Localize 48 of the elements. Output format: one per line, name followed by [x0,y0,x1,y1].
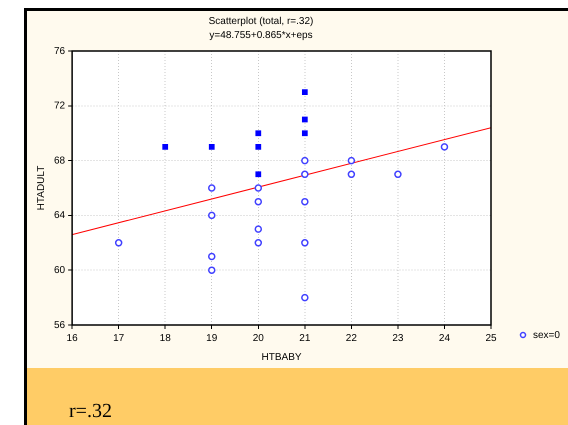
point [114,239,122,247]
y-axis-title: HTADULT [36,166,47,210]
x-tick-label: 25 [485,332,497,344]
y-tick-label: 76 [54,46,66,57]
x-tick-label: 21 [299,332,311,344]
point [254,198,262,206]
y-tick-label: 72 [54,100,66,112]
y-tick-label: 60 [54,264,66,276]
point [302,130,308,136]
legend-label: sex=0 [533,330,560,341]
x-axis-title: HTBABY [262,352,302,363]
text: r=.32 [69,400,112,423]
point [255,144,262,150]
x-tick-label: 16 [66,332,78,344]
point [302,89,308,95]
y-tick-label: 56 [54,320,66,331]
y-tick-label: 68 [54,155,66,166]
point [348,170,356,178]
x-tick-label: 20 [252,332,264,344]
point [302,116,308,122]
point [301,170,309,178]
point [301,156,309,164]
point [162,144,168,150]
point [208,212,216,220]
chart-subtitle: y=48.755+0.865*x+eps [209,30,313,41]
point [255,171,262,178]
point [440,143,448,151]
point [208,266,216,274]
x-tick-label: 23 [392,332,404,344]
point [255,130,262,136]
x-tick-label: 17 [113,332,125,344]
point [394,170,402,178]
x-tick-label: 18 [160,332,172,344]
point [254,184,262,192]
x-tick-label: 19 [206,332,218,344]
point [348,156,356,164]
y-tick-label: 64 [54,210,66,222]
point [254,225,262,233]
chart-title: Scatterplot (total, r=.32) [208,16,314,27]
point [208,184,216,192]
point [254,239,262,247]
point [301,294,309,302]
point [301,198,309,206]
point [208,252,216,260]
point [301,239,309,247]
x-tick-label: 22 [346,332,358,344]
point [208,144,215,150]
x-tick-label: 24 [438,332,450,344]
